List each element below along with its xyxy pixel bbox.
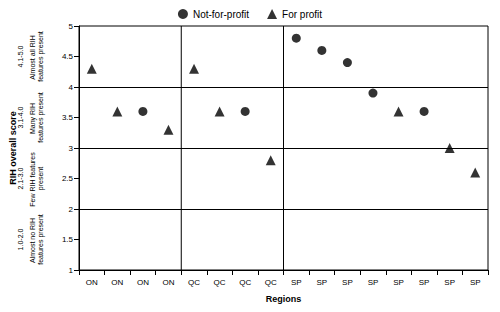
svg-text:3.5: 3.5 [62,113,74,122]
svg-text:ON: ON [86,278,98,287]
svg-text:Almost no RIH: Almost no RIH [29,216,36,263]
svg-text:For profit: For profit [282,9,322,20]
svg-text:features present: features present [37,214,45,265]
svg-text:RIH overall score: RIH overall score [8,111,18,185]
svg-text:2.1-3.0: 2.1-3.0 [17,167,24,189]
svg-text:5: 5 [69,22,74,31]
svg-text:2.5: 2.5 [62,174,74,183]
svg-text:SP: SP [393,278,404,287]
svg-text:SP: SP [342,278,353,287]
svg-text:QC: QC [239,278,251,287]
svg-text:Regions: Regions [266,294,302,304]
svg-text:features present: features present [37,31,45,82]
svg-text:4: 4 [69,83,74,92]
svg-text:SP: SP [470,278,481,287]
svg-text:Many RIH: Many RIH [29,101,37,134]
svg-text:QC: QC [265,278,277,287]
svg-text:SP: SP [317,278,328,287]
svg-text:4.5: 4.5 [62,52,74,61]
svg-text:Not-for-profit: Not-for-profit [193,9,249,20]
svg-text:SP: SP [291,278,302,287]
svg-text:SP: SP [444,278,455,287]
svg-text:1.5: 1.5 [62,235,74,244]
svg-text:3: 3 [69,144,74,153]
svg-text:ON: ON [162,278,174,287]
svg-text:SP: SP [368,278,379,287]
svg-text:QC: QC [188,278,200,287]
svg-text:QC: QC [214,278,226,287]
svg-text:2: 2 [69,205,74,214]
svg-text:Few RIH features: Few RIH features [29,150,36,206]
svg-text:4.1-5.0: 4.1-5.0 [17,45,24,67]
svg-text:ON: ON [111,278,123,287]
svg-text:features present: features present [37,92,45,143]
svg-text:Almost all RIH: Almost all RIH [29,33,36,79]
svg-text:ON: ON [137,278,149,287]
svg-text:1: 1 [69,266,74,275]
svg-text:1.0-2.0: 1.0-2.0 [17,228,24,250]
svg-text:present: present [37,167,45,190]
svg-text:3.1-4.0: 3.1-4.0 [17,106,24,128]
svg-text:SP: SP [419,278,430,287]
